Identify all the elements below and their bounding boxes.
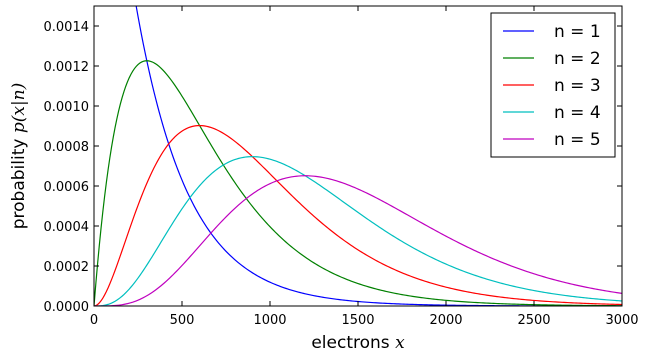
y-axis-ticks: 0.0000 0.0002 0.0004 0.0006 0.0008 0.0010 0.00… bbox=[44, 20, 622, 315]
series-line-n4 bbox=[94, 156, 622, 306]
legend-label-n4: n = 4 bbox=[554, 103, 601, 123]
legend-label-n5: n = 5 bbox=[554, 130, 601, 150]
y-tick-label: 0.0008 bbox=[44, 140, 90, 155]
y-tick-label: 0.0004 bbox=[44, 220, 90, 235]
x-tick-label: 500 bbox=[170, 313, 195, 328]
x-tick-label: 1000 bbox=[253, 313, 286, 328]
x-tick-label: 1500 bbox=[341, 313, 374, 328]
y-tick-label: 0.0010 bbox=[44, 100, 90, 115]
y-tick-label: 0.0006 bbox=[44, 180, 90, 195]
y-tick-label: 0.0014 bbox=[44, 20, 90, 35]
y-tick-label: 0.0002 bbox=[44, 260, 90, 275]
x-tick-label: 2000 bbox=[429, 313, 462, 328]
x-axis-ticks: 0 500 1000 1500 2000 2500 3000 bbox=[90, 6, 639, 328]
y-axis-label: probability p(x|n) bbox=[9, 83, 29, 230]
legend: n = 1 n = 2 n = 3 n = 4 n = 5 bbox=[490, 12, 616, 158]
x-axis-label: electrons x bbox=[311, 333, 405, 353]
x-tick-label: 3000 bbox=[605, 313, 638, 328]
legend-label-n3: n = 3 bbox=[554, 76, 601, 96]
x-tick-label: 2500 bbox=[517, 313, 550, 328]
legend-label-n1: n = 1 bbox=[554, 22, 601, 42]
legend-label-n2: n = 2 bbox=[554, 49, 601, 69]
x-tick-label: 0 bbox=[90, 313, 98, 328]
series-line-n3 bbox=[94, 124, 622, 306]
y-tick-label: 0.0000 bbox=[44, 300, 90, 315]
y-tick-label: 0.0012 bbox=[44, 60, 90, 75]
series-line-n5 bbox=[94, 175, 622, 306]
